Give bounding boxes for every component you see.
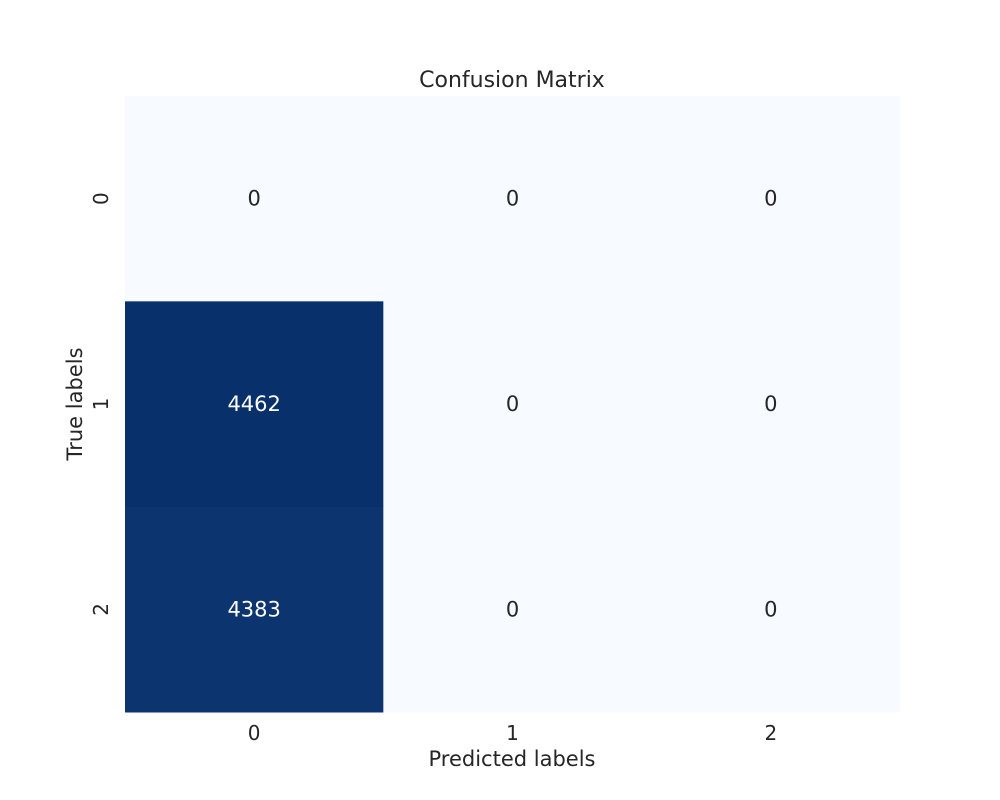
y-tick-label-0: 0 [89, 192, 113, 205]
heatmap-cell-r1-c1 [383, 301, 643, 508]
y-axis-label: True labels [63, 347, 87, 461]
heatmap-cell-r1-c0 [125, 301, 384, 508]
heatmap-cell-r2-c1 [383, 506, 643, 713]
cell-value-r1-c1: 0 [506, 392, 519, 416]
x-axis-label: Predicted labels [429, 747, 596, 771]
heatmap-cell-r0-c1 [383, 96, 643, 302]
chart-title: Confusion Matrix [419, 68, 605, 93]
cell-value-r1-c2: 0 [764, 392, 777, 416]
heatmap-cells [125, 96, 901, 713]
x-axis-ticks: 0 1 2 [248, 721, 777, 745]
heatmap-cell-r0-c2 [641, 96, 901, 302]
heatmap-cell-r1-c2 [641, 301, 901, 508]
y-tick-label-1: 1 [89, 398, 113, 411]
y-tick-label-2: 2 [89, 603, 113, 616]
cell-value-r0-c0: 0 [247, 187, 260, 211]
x-tick-label-1: 1 [506, 721, 519, 745]
cell-value-r2-c0: 4383 [227, 597, 280, 621]
cell-value-r1-c0: 4462 [227, 392, 280, 416]
cell-value-r0-c1: 0 [506, 187, 519, 211]
x-tick-label-2: 2 [764, 721, 777, 745]
cell-value-r2-c2: 0 [764, 597, 777, 621]
heatmap-cell-r2-c0 [125, 506, 384, 713]
y-axis-ticks: 0 1 2 [89, 192, 113, 615]
heatmap-cell-r2-c2 [641, 506, 901, 713]
x-tick-label-0: 0 [248, 721, 261, 745]
cell-value-r0-c2: 0 [764, 187, 777, 211]
heatmap-annotations: 0 0 0 4462 0 0 4383 0 0 [227, 187, 777, 622]
cell-value-r2-c1: 0 [506, 597, 519, 621]
heatmap-cell-r0-c0 [125, 96, 384, 302]
